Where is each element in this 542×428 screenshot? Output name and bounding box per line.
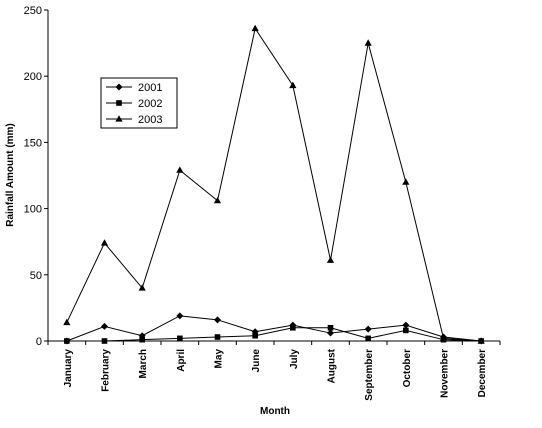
x-tick-label: May [214,349,225,369]
x-axis: January February March April May June July Augu… [47,340,501,401]
data-point-2002 [327,324,334,331]
x-tick-label: January [63,349,74,388]
legend-marker [115,83,123,91]
x-tick-label: October [402,349,413,387]
x-tick-label: December [477,349,488,397]
data-point-2002 [139,336,145,343]
data-point-2001 [327,329,334,337]
y-tick-label: 200 [24,71,42,83]
legend-marker [115,115,123,122]
data-point-2002 [64,338,70,344]
y-axis: 0 50 100 150 200 250 [24,5,49,348]
x-tick-label: July [289,349,300,369]
data-point-2003 [402,178,410,185]
data-point-2002 [365,335,371,342]
x-tick-label: June [251,349,262,373]
data-point-2001 [176,312,184,320]
data-point-2002 [252,332,258,339]
y-tick-label: 0 [36,336,42,348]
data-point-2003 [63,318,71,326]
x-tick-label: February [101,349,112,392]
x-tick-label: August [327,348,338,383]
data-point-2003 [100,239,109,246]
data-point-2002 [403,327,409,334]
data-point-2003 [176,166,184,173]
series-2002 [64,324,484,344]
series-2001 [63,312,485,345]
data-series [63,24,485,345]
data-point-2002 [177,335,183,342]
series-line-2003 [66,27,482,342]
data-point-2002 [214,334,221,340]
x-tick-label: September [364,349,375,401]
x-tick-label: March [138,349,149,378]
x-axis-title: Month [260,406,290,417]
legend-item-2001: 2001 [106,82,162,94]
x-tick-label: November [440,349,451,398]
data-point-2003 [138,284,146,291]
data-point-2003 [364,39,372,46]
data-point-2002 [290,324,296,331]
data-point-2003 [289,81,297,89]
data-point-2001 [214,316,221,324]
x-tick-label: April [176,349,187,372]
y-tick-label: 100 [24,204,42,216]
data-point-2003 [477,337,485,344]
legend-label: 2001 [138,82,162,94]
data-point-2001 [402,321,410,329]
series-2003 [63,24,485,344]
series-line-2001 [66,315,482,342]
legend-label: 2002 [138,98,162,110]
data-point-2003 [439,334,448,341]
data-point-2003 [213,196,222,204]
legend-label: 2003 [138,114,162,126]
y-tick-label: 250 [24,5,42,17]
legend-item-2003: 2003 [106,114,162,126]
y-tick-label: 150 [24,137,42,149]
data-point-2001 [101,322,108,330]
y-tick-label: 50 [30,270,42,282]
legend: 2001 2002 2003 [100,77,178,129]
y-axis-title: Rainfall Amount (mm) [5,123,16,227]
legend-item-2002: 2002 [106,98,162,110]
data-point-2001 [364,325,372,333]
data-point-2002 [101,338,108,344]
legend-marker [116,100,122,106]
data-point-2003 [251,24,259,32]
series-line-2002 [66,327,482,342]
data-point-2003 [326,256,335,263]
